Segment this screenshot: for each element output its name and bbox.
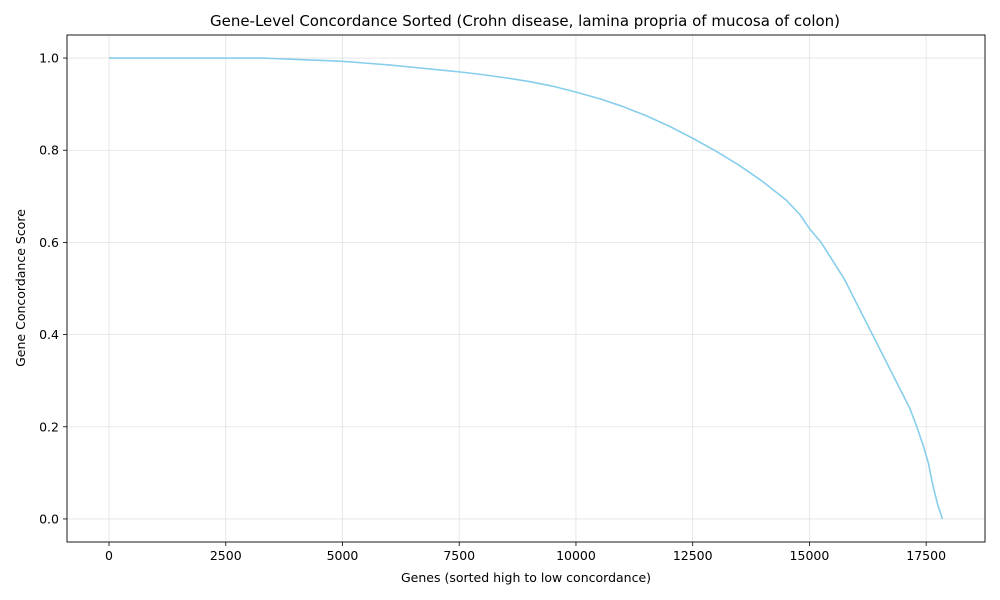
x-tick-label: 10000 [556, 548, 596, 563]
x-tick-label: 2500 [210, 548, 242, 563]
chart-title: Gene-Level Concordance Sorted (Crohn dis… [210, 12, 840, 30]
x-tick-label: 7500 [443, 548, 475, 563]
x-tick-label: 17500 [906, 548, 946, 563]
x-tick-label: 5000 [327, 548, 359, 563]
x-tick-label: 15000 [790, 548, 830, 563]
axis-ticks: 0 2500 5000 7500 10000 12500 15000 17500 0.0 0.2 0… [39, 51, 946, 563]
y-tick-label: 1.0 [39, 51, 59, 66]
x-tick-label: 0 [105, 548, 113, 563]
axes-frame [66, 34, 986, 543]
y-axis-label: Gene Concordance Score [13, 209, 28, 367]
y-tick-label: 0.8 [39, 143, 59, 158]
x-tick-label: 12500 [673, 548, 713, 563]
x-axis-label: Genes (sorted high to low concordance) [401, 570, 651, 585]
series-layer [109, 57, 944, 520]
series-line [109, 57, 944, 520]
y-tick-label: 0.2 [39, 419, 59, 434]
grid-lines [67, 35, 985, 542]
y-tick-label: 0.0 [39, 511, 59, 526]
y-tick-label: 0.6 [39, 235, 59, 250]
y-tick-label: 0.4 [39, 327, 59, 342]
